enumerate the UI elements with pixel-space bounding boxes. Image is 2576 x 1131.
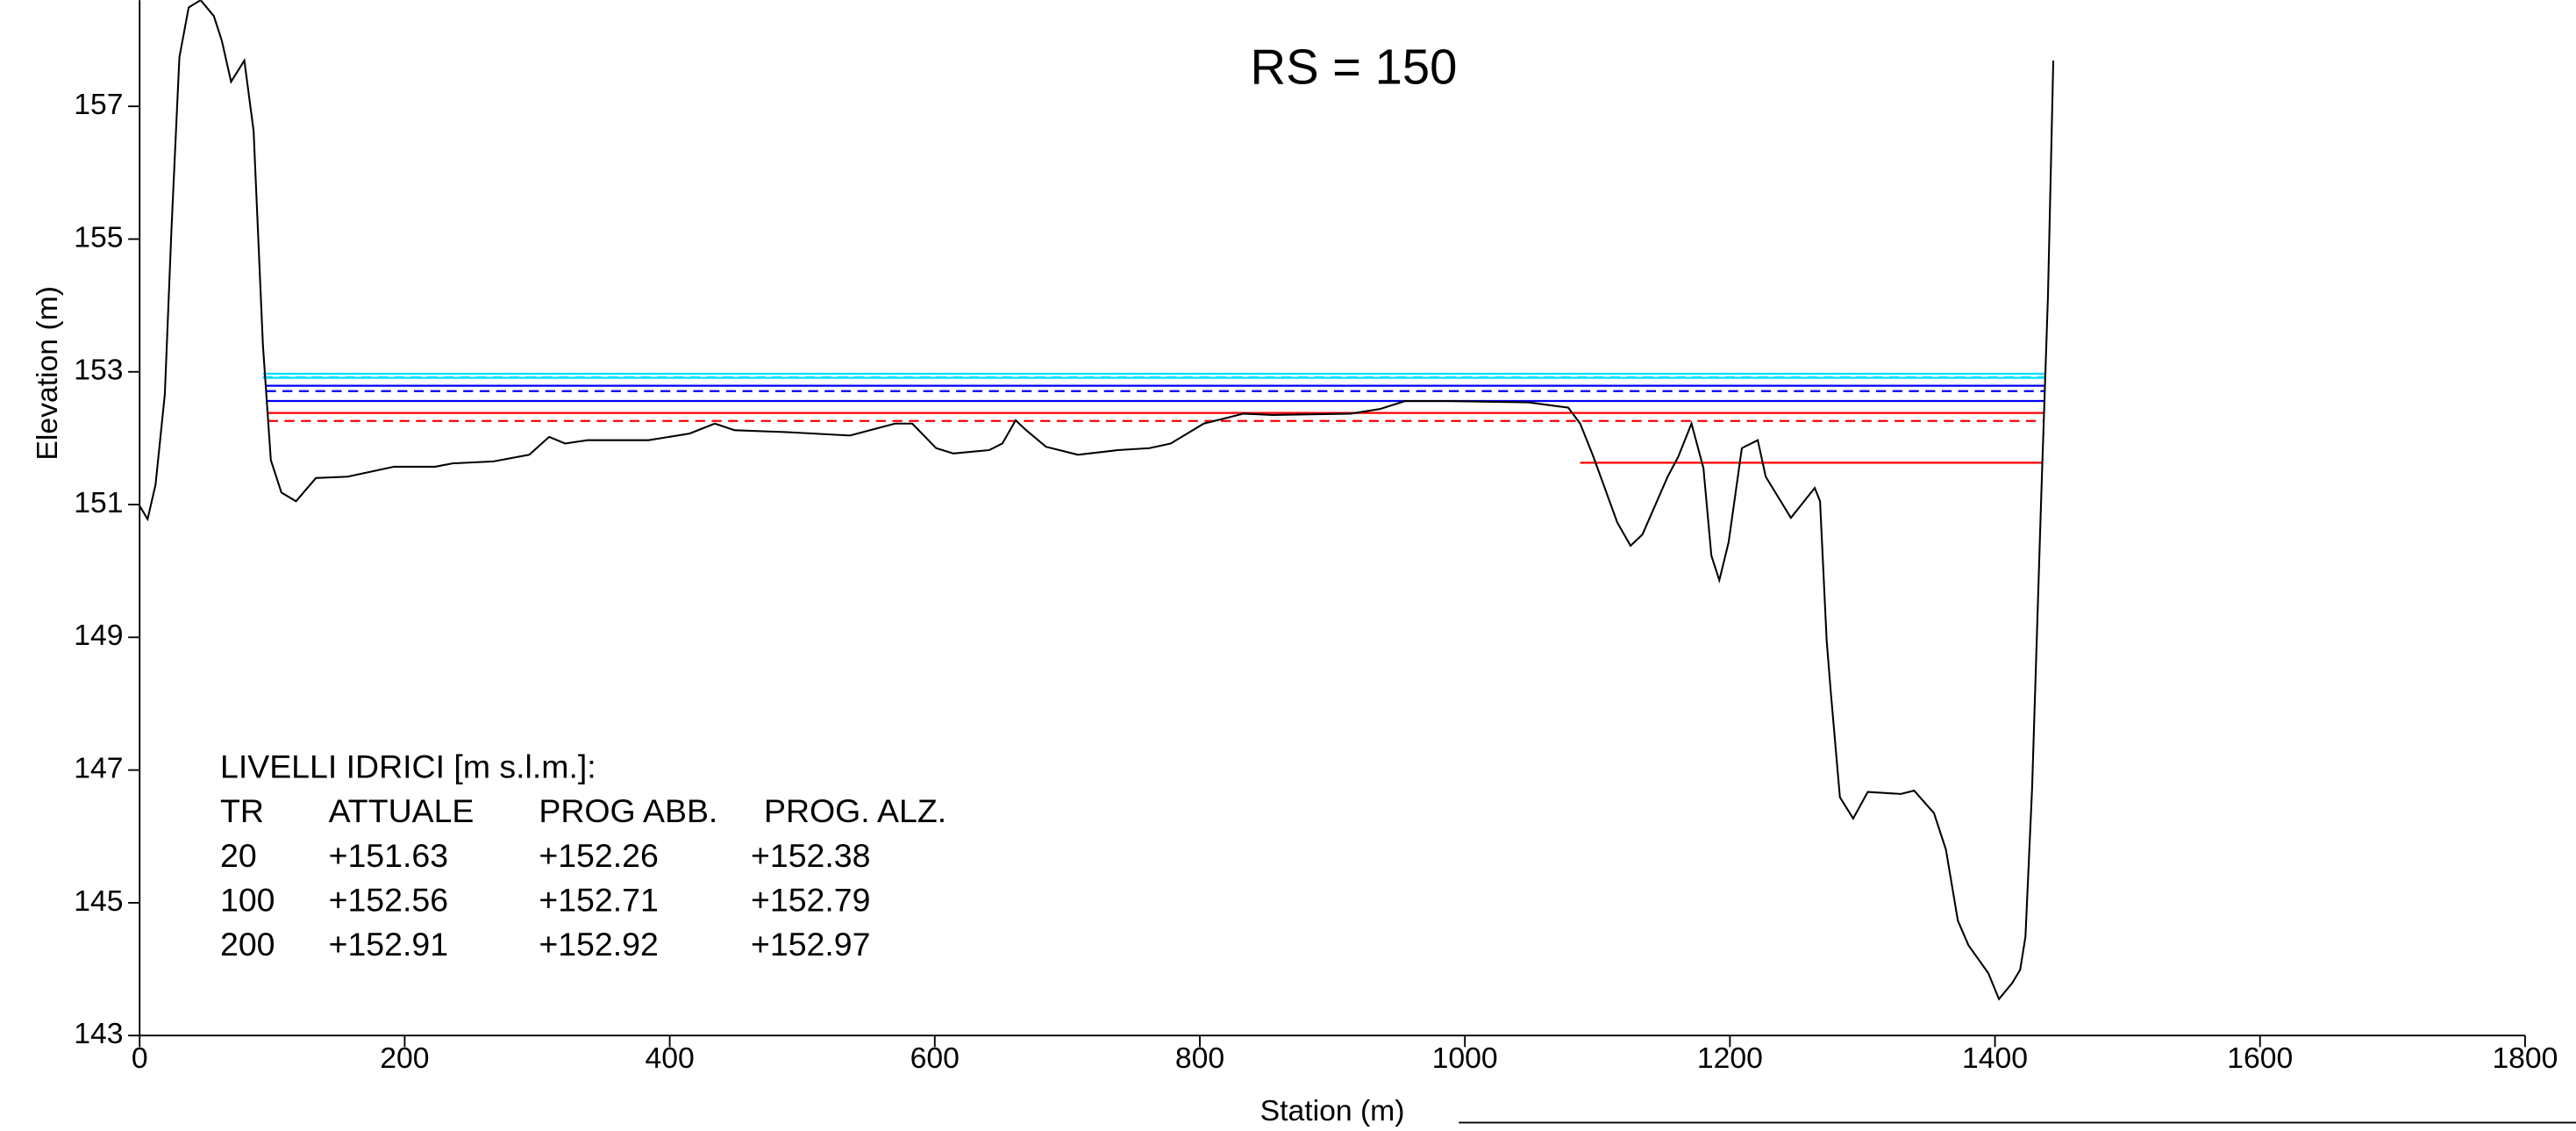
- x-tick-label: 1800: [2492, 1042, 2558, 1075]
- chart-title: RS = 150: [1251, 39, 1458, 95]
- annotation-tr: 100: [220, 881, 275, 918]
- plot-area: [139, 0, 2055, 1001]
- x-tick-label: 200: [380, 1042, 429, 1075]
- ground-profile: [139, 0, 2055, 1001]
- x-tick-label: 800: [1175, 1042, 1224, 1075]
- annotation-value: +152.26: [539, 837, 658, 874]
- y-tick-label: 151: [74, 486, 123, 519]
- x-tick-label: 600: [910, 1042, 960, 1075]
- y-tick-label: 153: [74, 354, 123, 387]
- annotation-title: LIVELLI IDRICI [m s.l.m.]:: [220, 748, 596, 785]
- y-tick-label: 145: [74, 884, 123, 918]
- annotation-tr: 200: [220, 926, 275, 963]
- y-tick-label: 157: [74, 88, 123, 121]
- y-tick-label: 149: [74, 619, 123, 652]
- y-tick-label: 147: [74, 752, 123, 785]
- y-tick-label: 155: [74, 220, 123, 254]
- annotation-value: +152.56: [329, 881, 448, 918]
- annotation: LIVELLI IDRICI [m s.l.m.]: TR ATTUALE PROG …: [220, 748, 946, 963]
- annotation-value: +152.91: [329, 926, 448, 963]
- annotation-value: +152.71: [539, 881, 658, 918]
- annotation-value: +152.97: [751, 926, 870, 963]
- x-axis-label: Station (m): [1260, 1094, 1405, 1127]
- annotation-value: +152.79: [751, 881, 870, 918]
- annotation-header: PROG ABB.: [539, 792, 717, 829]
- x-tick-label: 400: [645, 1042, 694, 1075]
- x-tick-label: 1400: [1962, 1042, 2028, 1075]
- annotation-header: TR: [220, 792, 264, 829]
- annotation-value: +152.38: [751, 837, 870, 874]
- y-tick-label: 143: [74, 1017, 123, 1050]
- annotation-header: PROG. ALZ.: [764, 792, 946, 829]
- x-tick-label: 1600: [2227, 1042, 2293, 1075]
- annotation-value: +152.92: [539, 926, 658, 963]
- annotation-tr: 20: [220, 837, 257, 874]
- x-tick-label: 0: [132, 1042, 148, 1075]
- y-axis-label: Elevation (m): [31, 286, 64, 461]
- annotation-header: ATTUALE: [329, 792, 475, 829]
- annotation-value: +151.63: [329, 837, 448, 874]
- x-tick-label: 1200: [1697, 1042, 1763, 1075]
- x-tick-label: 1000: [1432, 1042, 1498, 1075]
